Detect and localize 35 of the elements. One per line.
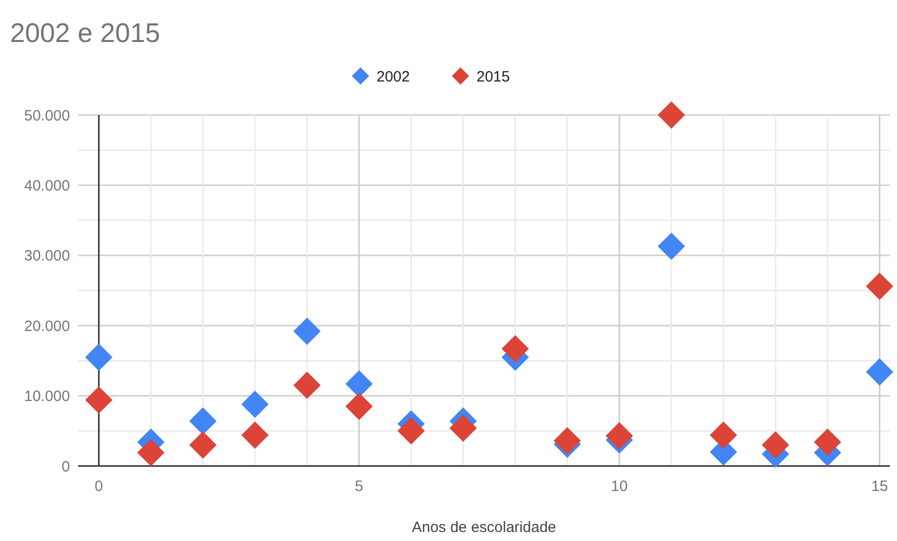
x-axis-title: Anos de escolaridade: [412, 519, 556, 536]
y-tick-label: 20.000: [24, 318, 70, 335]
x-tick-label: 15: [871, 478, 888, 495]
point: [502, 335, 529, 362]
point: [85, 386, 112, 414]
y-tick-label: 10.000: [24, 388, 70, 406]
point: [189, 407, 217, 435]
point: [658, 101, 686, 129]
x-tick-label: 10: [610, 478, 628, 495]
y-tick-label: 30.000: [24, 248, 70, 265]
y-tick-label: 0: [62, 458, 70, 476]
point: [710, 421, 738, 449]
point: [397, 417, 425, 445]
point: [658, 232, 686, 260]
point: [293, 372, 321, 399]
y-tick-label: 40.000: [24, 177, 70, 194]
legend-label: 2002: [376, 68, 410, 86]
point: [814, 428, 842, 456]
x-tick-label: 5: [354, 478, 364, 495]
point: [293, 318, 321, 345]
legend-label: 2015: [476, 68, 510, 86]
y-tick-label: 50.000: [24, 107, 70, 124]
point: [866, 272, 894, 300]
point: [762, 431, 790, 459]
point: [241, 390, 269, 418]
point: [606, 422, 633, 450]
point: [85, 344, 112, 371]
point: [345, 392, 373, 420]
point: [241, 421, 269, 449]
x-tick-label: 0: [94, 478, 103, 495]
chart-title: 2002 e 2015: [10, 18, 160, 48]
point: [189, 431, 217, 459]
point: [137, 439, 165, 466]
point: [450, 414, 477, 442]
point: [866, 358, 894, 386]
